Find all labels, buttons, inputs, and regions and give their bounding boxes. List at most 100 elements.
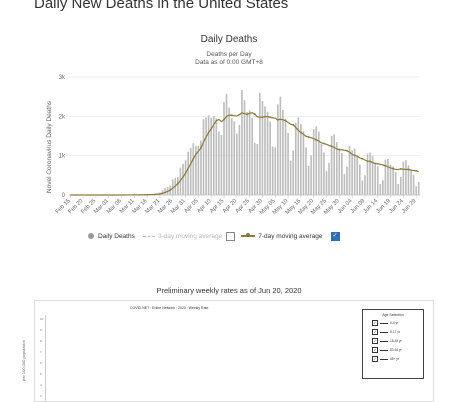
bar [282, 110, 284, 195]
bar [326, 171, 328, 195]
line-icon [380, 341, 388, 342]
checkbox-icon[interactable]: ✓ [372, 347, 378, 353]
moving-average-point [246, 113, 248, 115]
bar [377, 166, 379, 195]
legend-3day-checkbox[interactable] [226, 232, 235, 241]
moving-average-point [408, 169, 410, 171]
bar [244, 100, 246, 195]
bar [218, 131, 220, 195]
bar [254, 143, 256, 195]
bar [241, 90, 243, 195]
weekly-plot-area: 10 9 8 7 6 5 4 3 [45, 315, 346, 401]
moving-average-point [331, 145, 333, 147]
bar [321, 144, 323, 195]
moving-average-point [400, 168, 402, 170]
checkbox-icon[interactable]: ✓ [372, 356, 378, 362]
bar [277, 104, 279, 195]
bar [231, 118, 233, 195]
moving-average-point [262, 116, 264, 118]
bar [333, 134, 335, 195]
bar [300, 124, 302, 195]
bar [369, 152, 371, 195]
bar [239, 125, 241, 195]
weekly-y-tick: 4 [40, 383, 42, 387]
embed-header: COVID-NET : Entire Network : 2020 : Week… [130, 306, 208, 310]
bar [259, 93, 261, 195]
bar [382, 180, 384, 195]
bar [308, 166, 310, 195]
age-option-0-4[interactable]: ✓ 0-4 yr [372, 320, 423, 326]
bar [415, 186, 417, 195]
bar [290, 161, 292, 195]
moving-average-point [285, 120, 287, 122]
moving-average-point [269, 116, 271, 118]
moving-average-point [292, 124, 294, 126]
age-option-label: 5-17 yr [390, 330, 400, 334]
moving-average-point [323, 143, 325, 145]
moving-average-point [277, 119, 279, 121]
weekly-y-tick: 3 [40, 394, 42, 398]
bar [392, 167, 394, 195]
legend-daily-deaths[interactable]: Daily Deaths [88, 233, 135, 240]
bar [400, 177, 402, 195]
moving-average-point [169, 189, 171, 191]
moving-average-point [162, 192, 164, 194]
bar [198, 146, 200, 195]
age-option-label: 50-64 yr [390, 348, 402, 352]
bar [413, 175, 415, 195]
bar [387, 159, 389, 195]
bar [359, 164, 361, 195]
bar [303, 131, 305, 195]
bar [192, 143, 194, 195]
bar [228, 108, 230, 195]
age-selection-title: Age Selection [363, 313, 423, 317]
bar [190, 148, 192, 195]
moving-average-point [346, 150, 348, 152]
moving-average-point [361, 158, 363, 160]
bar [341, 153, 343, 195]
bar [215, 118, 217, 195]
moving-average-point [254, 113, 256, 115]
bar [208, 115, 210, 195]
legend-daily-deaths-label: Daily Deaths [98, 233, 135, 240]
bar [269, 122, 271, 195]
bar [328, 163, 330, 195]
bar [331, 136, 333, 195]
legend-3day-average[interactable]: 3-day moving average [143, 233, 222, 240]
bar [251, 118, 253, 195]
bar [336, 142, 338, 195]
bar [264, 106, 266, 195]
bar [410, 170, 412, 195]
bar [405, 160, 407, 195]
bar [249, 111, 251, 195]
checkbox-icon[interactable]: ✓ [372, 329, 378, 335]
age-option-18-49[interactable]: ✓ 18-49 yr [372, 338, 423, 344]
bar [364, 175, 366, 195]
bar [395, 172, 397, 195]
bar [205, 117, 207, 195]
moving-average-point [392, 168, 394, 170]
age-option-label: 18-49 yr [390, 339, 402, 343]
y-tick-label: 3k [59, 75, 66, 81]
moving-average-point [385, 165, 387, 167]
legend-7day-average[interactable]: 7-day moving average [241, 233, 322, 240]
legend-7day-checkbox[interactable]: ✓ [331, 232, 340, 241]
y-tick-label: 2k [59, 114, 66, 120]
moving-average-point [369, 161, 371, 163]
age-option-50-64[interactable]: ✓ 50-64 yr [372, 347, 423, 353]
bar [256, 144, 258, 195]
bar [287, 133, 289, 195]
moving-average-point [200, 147, 202, 149]
bar [213, 116, 215, 195]
weekly-rates-embed: COVID-NET : Entire Network : 2020 : Week… [34, 300, 434, 402]
age-option-label: 0-4 yr [390, 321, 398, 325]
age-option-5-17[interactable]: ✓ 5-17 yr [372, 329, 423, 335]
age-option-65-plus[interactable]: ✓65+ yr [372, 356, 423, 362]
chart-legend: Daily Deaths 3-day moving average 7-day … [88, 230, 346, 242]
bar [385, 160, 387, 195]
moving-average-point [208, 132, 210, 134]
checkbox-icon[interactable]: ✓ [372, 320, 378, 326]
bar [305, 147, 307, 195]
moving-average-point [177, 183, 179, 185]
checkbox-icon[interactable]: ✓ [372, 338, 378, 344]
